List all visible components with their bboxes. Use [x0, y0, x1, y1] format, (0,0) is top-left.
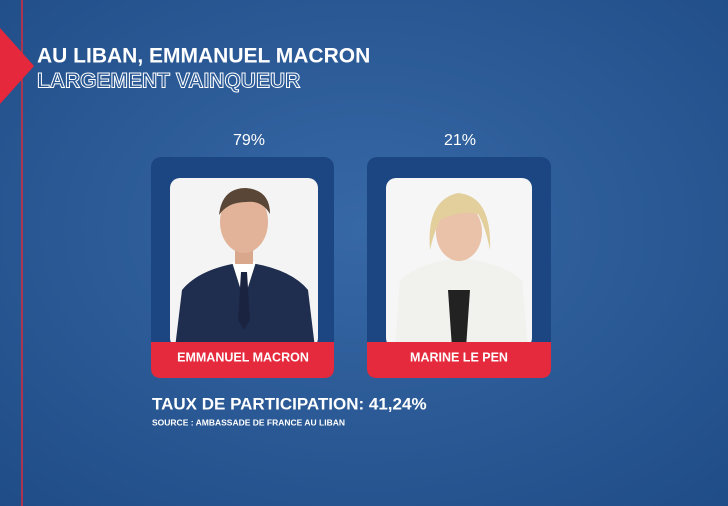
source: SOURCE : AMBASSADE DE FRANCE AU LIBAN — [152, 417, 345, 427]
candidate-name: EMMANUEL MACRON — [177, 350, 309, 364]
subtitle: LARGEMENT VAINQUEUR — [37, 70, 300, 93]
vote-share: 21% — [444, 132, 476, 149]
photo — [386, 178, 532, 348]
name-bar — [367, 342, 551, 378]
name-bar — [151, 342, 334, 378]
red-triangle — [0, 28, 34, 104]
participation: TAUX DE PARTICIPATION: 41,24% — [152, 394, 427, 413]
title: AU LIBAN, EMMANUEL MACRON — [37, 45, 370, 68]
candidate-card: 21% MARINE LE PEN — [367, 132, 551, 378]
candidate-card: 79% EMMANUEL MACRON — [151, 132, 334, 378]
photo — [170, 178, 318, 348]
candidate-name: MARINE LE PEN — [410, 350, 508, 364]
vote-share: 79% — [233, 132, 265, 149]
